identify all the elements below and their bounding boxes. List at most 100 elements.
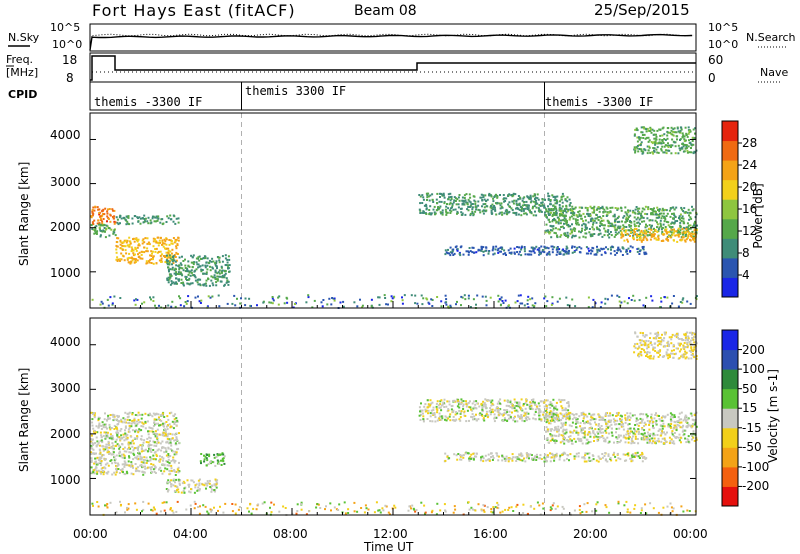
echo-cell	[436, 419, 439, 422]
echo-cell	[169, 455, 172, 458]
echo-cell	[664, 226, 667, 228]
echo-cell	[233, 294, 236, 297]
echo-cell	[152, 256, 154, 259]
echo-cell	[630, 454, 633, 457]
echo-cell	[557, 248, 560, 251]
echo-cell	[128, 456, 131, 459]
echo-cell	[216, 278, 219, 281]
echo-cell	[93, 453, 96, 455]
echo-cell	[167, 247, 170, 250]
echo-cell	[214, 484, 217, 487]
echo-cell	[590, 207, 593, 210]
echo-cell	[111, 303, 114, 306]
echo-cell	[307, 296, 310, 299]
echo-cell	[508, 201, 511, 204]
echo-cell	[544, 453, 547, 456]
echo-cell	[122, 417, 125, 420]
echo-cell	[465, 250, 468, 253]
echo-cell	[594, 421, 596, 424]
echo-cell	[595, 214, 598, 216]
echo-cell	[638, 250, 641, 253]
echo-cell	[168, 412, 171, 415]
echo-cell	[240, 297, 242, 300]
echo-cell	[216, 459, 219, 462]
echo-cell	[109, 452, 112, 455]
echo-cell	[469, 250, 472, 253]
echo-cell	[577, 455, 580, 458]
echo-cell	[187, 483, 190, 486]
echo-cell	[467, 198, 470, 201]
echo-cell	[555, 434, 558, 437]
echo-cell	[690, 147, 692, 149]
echo-cell	[564, 423, 567, 426]
echo-cell	[524, 402, 527, 405]
echo-cell	[566, 247, 569, 250]
echo-cell	[439, 403, 442, 406]
echo-cell	[636, 140, 639, 143]
echo-cell	[425, 208, 428, 211]
echo-cell	[616, 437, 619, 440]
echo-cell	[442, 401, 445, 404]
echo-cell	[218, 259, 221, 262]
echo-cell	[168, 263, 171, 266]
echo-cell	[450, 198, 453, 200]
echo-cell	[563, 439, 566, 442]
echo-cell	[168, 270, 170, 273]
echo-cell	[553, 195, 555, 198]
echo-cell	[562, 209, 565, 212]
echo-cell	[177, 491, 180, 494]
echo-cell	[535, 405, 538, 408]
echo-cell	[224, 257, 227, 260]
echo-cell	[452, 411, 455, 413]
echo-cell	[566, 196, 569, 199]
echo-cell	[525, 204, 528, 207]
echo-cell	[149, 254, 152, 257]
echo-cell	[510, 251, 513, 254]
echo-cell	[671, 228, 674, 231]
echo-cell	[507, 211, 510, 214]
echo-cell	[653, 210, 656, 213]
echo-cell	[481, 455, 484, 458]
echo-cell	[173, 461, 176, 464]
echo-cell	[556, 234, 559, 237]
echo-cell	[103, 431, 106, 434]
echo-cell	[518, 415, 521, 418]
echo-cell	[656, 226, 658, 229]
echo-cell	[104, 426, 107, 429]
echo-cell	[130, 463, 133, 466]
echo-cell	[156, 428, 159, 431]
echo-cell	[561, 225, 564, 228]
echo-cell	[473, 195, 476, 198]
echo-cell	[152, 412, 155, 415]
echo-cell	[178, 461, 180, 464]
echo-cell	[643, 127, 646, 130]
echo-cell	[535, 214, 538, 217]
echo-cell	[218, 261, 221, 264]
echo-cell	[558, 419, 561, 422]
echo-cell	[514, 193, 517, 196]
echo-cell	[140, 435, 143, 438]
echo-cell	[646, 152, 649, 155]
echo-cell	[183, 305, 186, 308]
echo-cell	[97, 416, 100, 419]
echo-cell	[657, 216, 660, 219]
echo-cell	[629, 430, 632, 433]
echo-cell	[545, 214, 547, 217]
echo-cell	[100, 439, 103, 442]
cpid-segment-label: themis -3300 IF	[545, 95, 654, 109]
echo-cell	[128, 451, 131, 454]
echo-cell	[177, 271, 180, 274]
echo-cell	[562, 195, 565, 198]
echo-cell	[508, 417, 510, 420]
echo-cell	[560, 226, 563, 228]
echo-cell	[605, 206, 608, 209]
echo-cell	[120, 258, 123, 261]
echo-cell	[427, 409, 430, 412]
echo-cell	[490, 452, 493, 455]
echo-cell	[174, 450, 177, 453]
echo-cell	[551, 411, 554, 414]
echo-cell	[120, 247, 123, 250]
echo-cell	[639, 417, 642, 420]
echo-cell	[564, 215, 567, 218]
echo-cell	[693, 240, 696, 243]
